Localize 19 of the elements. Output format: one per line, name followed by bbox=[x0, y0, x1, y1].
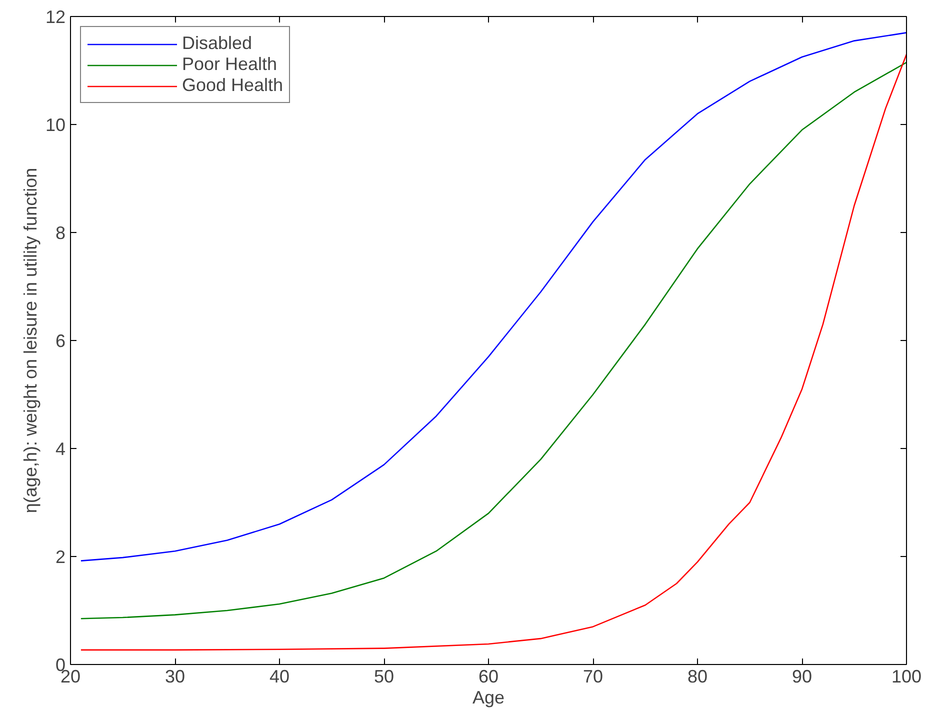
y-tick-label: 6 bbox=[55, 331, 66, 351]
x-tick-label: 50 bbox=[374, 666, 394, 686]
x-tick-label: 40 bbox=[269, 666, 290, 686]
x-tick-label: 100 bbox=[891, 666, 922, 686]
y-tick-label: 4 bbox=[55, 439, 66, 459]
x-tick-label: 70 bbox=[582, 666, 604, 686]
x-tick-label: 80 bbox=[687, 666, 708, 686]
x-tick-label: 60 bbox=[478, 666, 499, 686]
y-tick-label: 12 bbox=[45, 7, 66, 27]
legend-label: Good Health bbox=[182, 75, 284, 96]
x-tick-label: 90 bbox=[792, 666, 812, 686]
y-tick-label: 10 bbox=[45, 115, 66, 135]
legend-label: Poor Health bbox=[182, 54, 278, 75]
x-axis-title: Age bbox=[472, 688, 505, 708]
y-axis-title: η(age,h): weight on leisure in utility function bbox=[20, 168, 40, 514]
legend-label: Disabled bbox=[182, 33, 252, 54]
y-tick-label: 2 bbox=[55, 547, 66, 567]
x-tick-label: 30 bbox=[164, 666, 186, 686]
y-tick-label: 8 bbox=[55, 223, 66, 243]
